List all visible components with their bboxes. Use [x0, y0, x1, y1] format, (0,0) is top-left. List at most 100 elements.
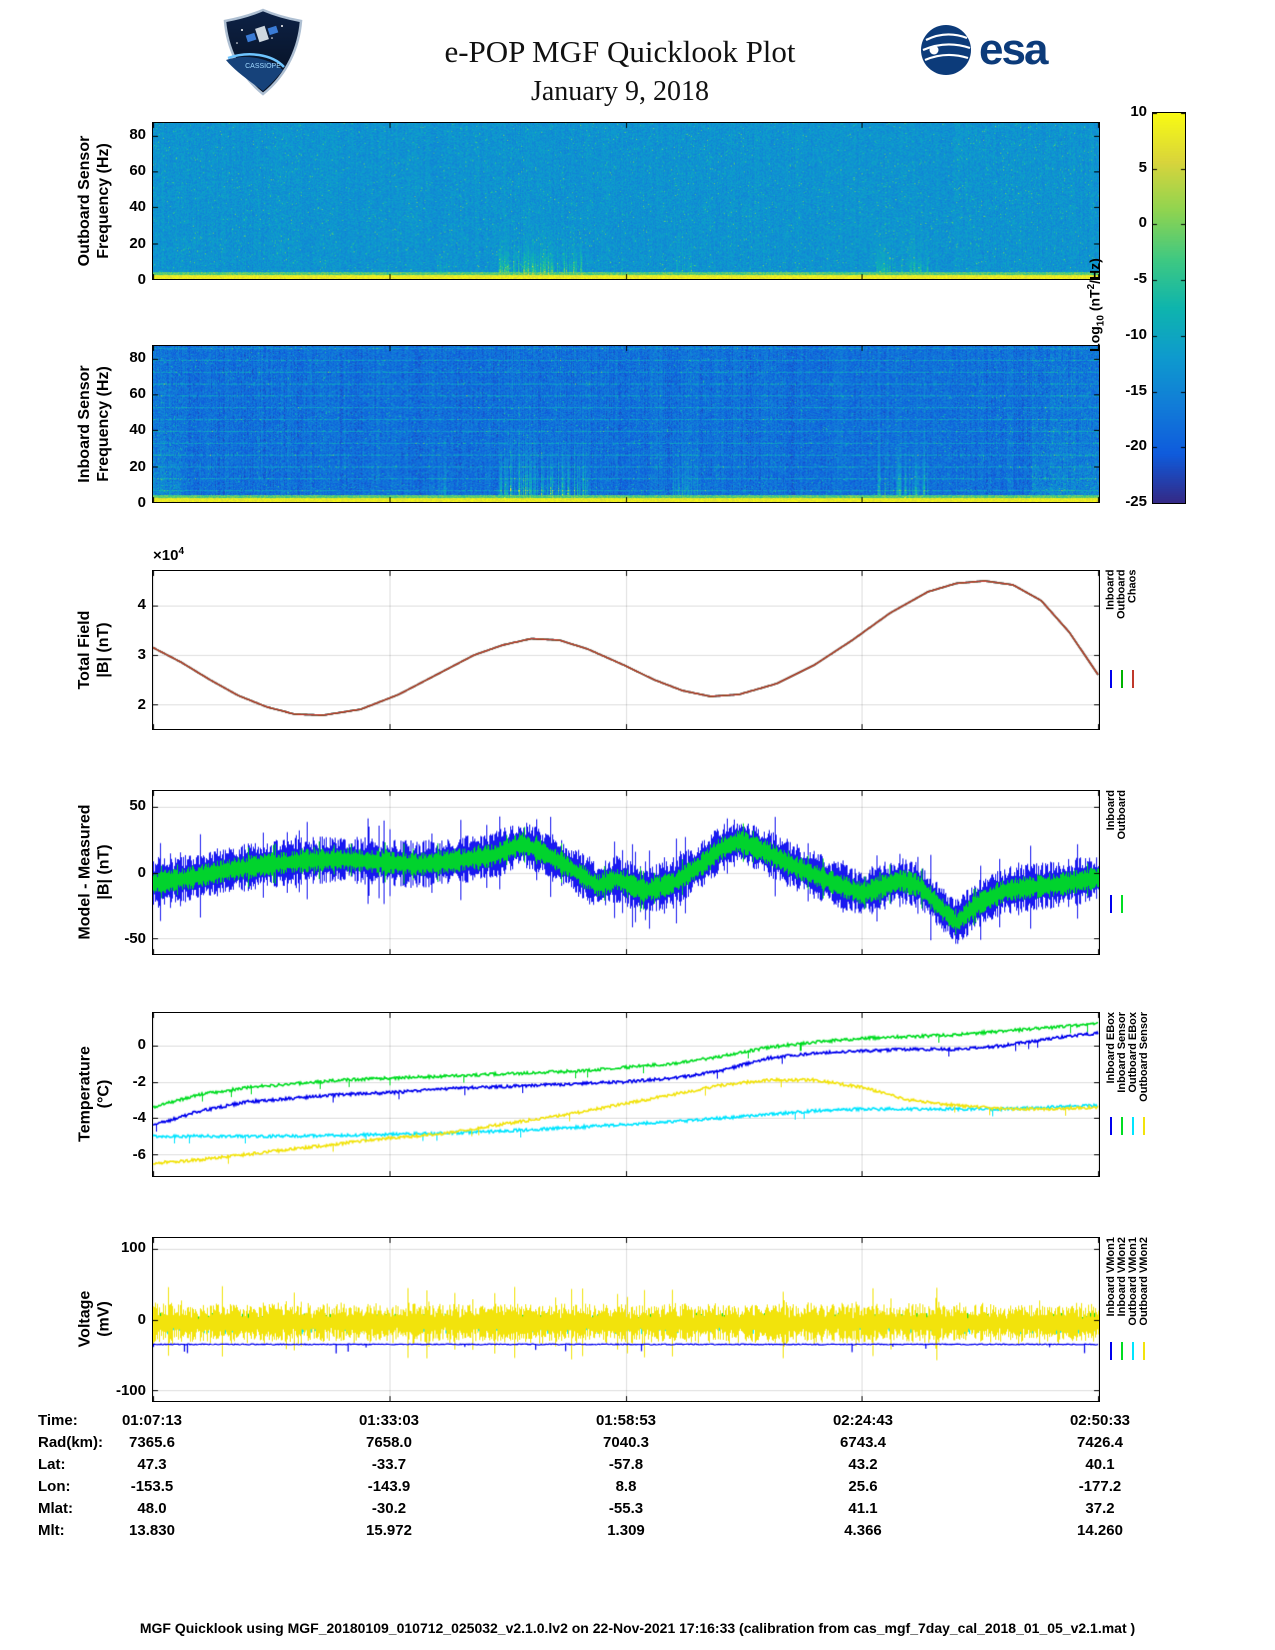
voltage-panel — [152, 1237, 1100, 1402]
info-cell: 7426.4 — [1077, 1434, 1123, 1451]
colorbar-tick-label: 10 — [1130, 103, 1147, 120]
info-cell: -177.2 — [1078, 1478, 1122, 1495]
colorbar — [1152, 112, 1186, 504]
y-tick-label: -100 — [115, 1382, 146, 1400]
legend-dash — [1132, 670, 1134, 688]
y-tick-label: 100 — [120, 1238, 146, 1256]
total-field-scale-label: ×104 — [153, 546, 185, 564]
info-cell: -30.2 — [371, 1500, 407, 1517]
y-tick-label: 0 — [137, 863, 146, 881]
info-cell: 37.2 — [1085, 1500, 1115, 1517]
info-cell: 01:58:53 — [595, 1412, 657, 1429]
y-tick-label: 80 — [129, 125, 146, 143]
colorbar-tick-label: -15 — [1125, 381, 1147, 399]
y-tick-label: -50 — [124, 930, 146, 948]
info-cell: 13.830 — [129, 1522, 175, 1539]
y-tick-label: 80 — [129, 348, 146, 366]
info-cell: 4.366 — [844, 1522, 882, 1539]
y-tick-label: 0 — [137, 494, 146, 511]
info-row-label: Mlt: — [38, 1522, 65, 1539]
colorbar-tick-label: -10 — [1125, 325, 1147, 343]
model-measured-canvas — [153, 791, 1099, 954]
info-cell: -143.9 — [367, 1478, 411, 1495]
info-cell: 48.0 — [137, 1500, 167, 1517]
colorbar-tick-label: 0 — [1138, 214, 1147, 232]
esa-emblem-icon — [921, 25, 971, 75]
total-field-panel — [152, 570, 1100, 730]
info-row-label: Lon: — [38, 1478, 71, 1495]
cassiope-patch-icon: CASSIOPE — [223, 8, 303, 96]
y-tick-label: 40 — [129, 198, 146, 216]
total-field-canvas — [153, 571, 1099, 729]
colorbar-canvas — [1153, 113, 1185, 503]
temperature-panel — [152, 1012, 1100, 1177]
temperature-canvas — [153, 1013, 1099, 1176]
esa-wordmark: esa — [979, 25, 1048, 74]
outboard-spectrogram-canvas — [153, 123, 1099, 279]
info-cell: -33.7 — [371, 1456, 407, 1473]
info-cell: 14.260 — [1077, 1522, 1123, 1539]
colorbar-tick-label: -5 — [1133, 270, 1147, 288]
legend-dash — [1143, 1117, 1145, 1135]
colorbar-tick-label: -20 — [1125, 437, 1147, 455]
esa-logo: esa — [920, 24, 1048, 76]
legend-dash — [1110, 1342, 1112, 1360]
colorbar-tick-label: -25 — [1125, 493, 1147, 510]
info-cell: 01:07:13 — [121, 1412, 183, 1429]
y-tick-label: 4 — [137, 596, 146, 613]
info-cell: -153.5 — [130, 1478, 174, 1495]
page-title: e-POP MGF Quicklook Plot — [444, 34, 796, 69]
cassiope-mission-logo: CASSIOPE — [222, 8, 304, 101]
y-tick-label: 0 — [137, 1036, 146, 1053]
mission-name-text: CASSIOPE — [245, 63, 281, 70]
legend-dash — [1132, 1342, 1134, 1360]
info-cell: 7658.0 — [366, 1434, 412, 1451]
page-date: January 9, 2018 — [530, 76, 710, 107]
inboard-spectrogram-canvas — [153, 346, 1099, 502]
legend-dash — [1121, 670, 1123, 688]
legend-dash — [1121, 1117, 1123, 1135]
footer-caption: MGF Quicklook using MGF_20180109_010712_… — [139, 1620, 1136, 1636]
y-tick-label: 50 — [129, 796, 146, 814]
info-cell: 1.309 — [607, 1522, 645, 1539]
info-cell: 15.972 — [366, 1522, 412, 1539]
info-row-label: Rad(km): — [38, 1434, 104, 1451]
model-measured-panel — [152, 790, 1100, 955]
info-cell: 25.6 — [848, 1478, 878, 1495]
info-cell: 01:33:03 — [358, 1412, 420, 1429]
inboard-spectrogram-panel — [152, 345, 1100, 503]
outboard-spectrogram-panel — [152, 122, 1100, 280]
legend-dash — [1121, 895, 1123, 913]
y-tick-label: 2 — [137, 696, 146, 713]
info-cell: 7040.3 — [603, 1434, 649, 1451]
y-tick-label: 20 — [129, 457, 146, 475]
info-cell: 8.8 — [615, 1478, 637, 1495]
y-tick-label: -4 — [132, 1109, 146, 1127]
info-row-label: Mlat: — [38, 1500, 73, 1517]
info-row-label: Lat: — [38, 1456, 66, 1473]
legend-dash — [1110, 895, 1112, 913]
info-cell: 7365.6 — [129, 1434, 175, 1451]
legend-dash — [1121, 1342, 1123, 1360]
legend-dash — [1143, 1342, 1145, 1360]
info-cell: 41.1 — [848, 1500, 878, 1517]
info-cell: 43.2 — [848, 1456, 878, 1473]
y-tick-label: 0 — [137, 271, 146, 288]
y-tick-label: 20 — [129, 234, 146, 252]
info-row-label: Time: — [38, 1412, 78, 1429]
info-cell: -55.3 — [608, 1500, 644, 1517]
y-tick-label: 3 — [137, 646, 146, 663]
colorbar-tick-label: 5 — [1138, 158, 1147, 176]
info-cell: -57.8 — [608, 1456, 644, 1473]
legend-dash — [1132, 1117, 1134, 1135]
info-cell: 02:24:43 — [832, 1412, 894, 1429]
y-tick-label: -2 — [132, 1072, 146, 1090]
voltage-canvas — [153, 1238, 1099, 1401]
info-cell: 47.3 — [137, 1456, 167, 1473]
legend-dash — [1110, 1117, 1112, 1135]
info-cell: 6743.4 — [840, 1434, 886, 1451]
y-tick-label: -6 — [132, 1146, 146, 1163]
info-cell: 40.1 — [1085, 1456, 1115, 1473]
y-tick-label: 60 — [129, 385, 146, 403]
